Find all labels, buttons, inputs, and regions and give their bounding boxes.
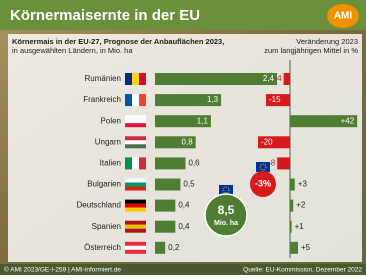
bar	[155, 179, 180, 191]
chart-title: Körnermaisernte in der EU	[10, 7, 200, 24]
change-title: zum langjährigen Mittel in %	[264, 46, 358, 55]
category-label: Frankreich	[83, 95, 121, 104]
change-label: -20	[261, 137, 273, 146]
category-label: Bulgarien	[87, 180, 121, 189]
flag	[125, 204, 146, 208]
flag	[125, 200, 146, 204]
category-label: Österreich	[84, 243, 121, 252]
bar	[155, 242, 165, 254]
flag	[125, 140, 146, 144]
flag	[132, 94, 139, 106]
value-label: 1,1	[197, 116, 209, 125]
flag	[125, 157, 132, 169]
eu-change-label: -3%	[255, 178, 271, 188]
subtitle: Körnermais in der EU-27, Prognose der An…	[12, 37, 224, 46]
flag	[125, 179, 146, 183]
change-label: -4	[274, 74, 282, 83]
flag	[125, 250, 146, 254]
category-label: Ungarn	[95, 137, 121, 146]
footer-right: Quelle: EU-Kommission, Dezember 2022	[243, 267, 362, 274]
flag	[125, 119, 146, 123]
chart: Körnermaisernte in der EU AMI Körnermais…	[0, 0, 366, 275]
change-label: +42	[341, 116, 355, 125]
bar	[155, 73, 277, 85]
footer-left: © AMI 2023/GE-I-259 | AMI-informiert.de	[4, 266, 121, 274]
value-label: 2,4	[263, 74, 275, 83]
flag	[125, 208, 146, 212]
value-label: 1,3	[207, 95, 219, 104]
flag	[125, 221, 146, 225]
flag	[125, 229, 146, 233]
flag	[132, 157, 139, 169]
category-label: Spanien	[92, 222, 121, 231]
flag	[125, 73, 132, 85]
change-label: +5	[301, 243, 311, 252]
category-label: Italien	[100, 159, 121, 168]
flag	[125, 144, 146, 148]
flag	[125, 242, 146, 246]
category-label: Deutschland	[77, 201, 121, 210]
subtitle: in ausgewählten Ländern, in Mio. ha	[12, 46, 133, 55]
flag	[139, 157, 146, 169]
change-label: +3	[298, 180, 308, 189]
flag	[125, 94, 132, 106]
change-bar	[284, 73, 290, 85]
change-bar	[277, 157, 290, 169]
total-unit: Mio. ha	[214, 220, 238, 227]
flag	[139, 94, 146, 106]
flag	[139, 73, 146, 85]
value-label: 0,5	[183, 180, 195, 189]
change-label: +1	[295, 222, 305, 231]
logo: AMI	[334, 11, 353, 22]
flag	[125, 136, 146, 140]
flag	[125, 246, 146, 250]
value-label: 0,4	[178, 201, 190, 210]
flag	[132, 73, 139, 85]
change-bar	[290, 221, 292, 233]
eu-flag	[256, 162, 270, 172]
bar	[155, 157, 186, 169]
bar	[155, 221, 175, 233]
change-label: +2	[296, 201, 306, 210]
flag	[125, 183, 146, 187]
change-bar	[290, 200, 293, 212]
category-label: Polen	[101, 116, 121, 125]
flag	[125, 225, 146, 229]
value-label: 0,8	[182, 137, 194, 146]
value-label: 0,2	[168, 243, 180, 252]
bar	[155, 200, 175, 212]
change-title: Veränderung 2023	[296, 37, 358, 46]
value-label: 0,6	[189, 159, 201, 168]
flag	[125, 115, 146, 119]
category-label: Rumänien	[85, 74, 121, 83]
total-label: 8,5	[218, 203, 235, 217]
change-bar	[290, 242, 298, 254]
change-bar	[290, 179, 295, 191]
change-label: -15	[269, 95, 281, 104]
flag	[125, 187, 146, 191]
value-label: 0,4	[178, 222, 190, 231]
flag	[125, 123, 146, 127]
